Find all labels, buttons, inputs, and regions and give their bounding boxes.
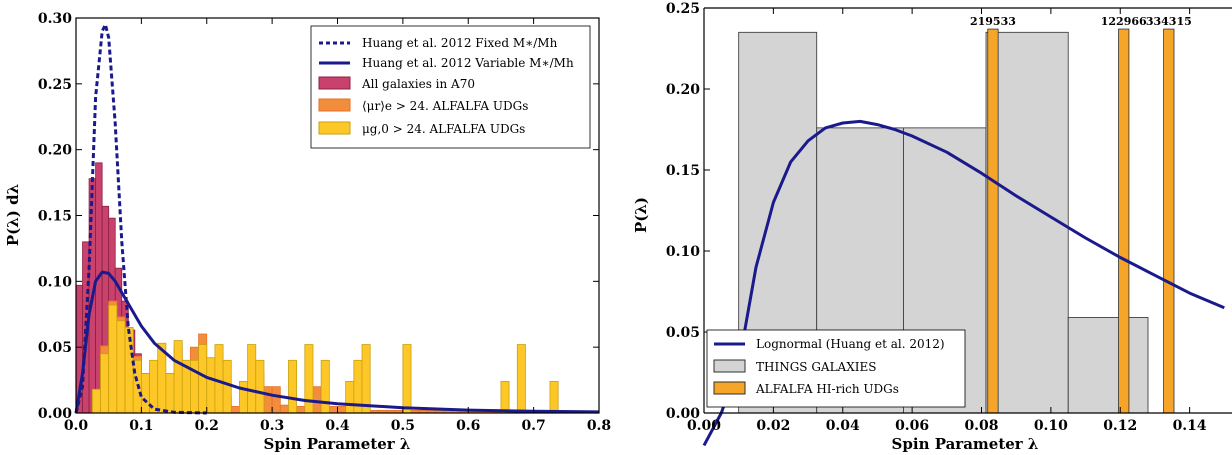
hist-bar-0-3-29 <box>328 406 338 414</box>
x-tick-label-0-2: 0.2 <box>195 418 219 434</box>
hist-bar-0-4-20 <box>255 359 265 414</box>
bar-label-1: 122966 <box>1101 15 1147 28</box>
legend-swatch-mur <box>318 98 351 112</box>
hist-bar-1-1-3 <box>985 31 1069 414</box>
y-tick-label-0-2: 0.10 <box>38 274 72 290</box>
legend-label-variable: Huang et al. 2012 Variable M∗/Mh <box>362 56 574 70</box>
hist-bar-1-2-1 <box>1118 28 1130 414</box>
legend-label-a70: All galaxies in A70 <box>361 77 475 91</box>
hist-bar-0-4-31 <box>345 380 355 414</box>
hist-bar-0-3-23 <box>279 404 289 414</box>
left-x-axis-label: Spin Parameter λ <box>264 435 411 453</box>
hist-bar-0-4-15 <box>214 344 224 414</box>
hist-bar-0-4-38 <box>402 344 412 414</box>
legend-swatch-mug <box>318 121 351 135</box>
hist-bar-0-4-6 <box>140 373 150 414</box>
bar-label-2: 334315 <box>1146 15 1192 28</box>
hist-bar-0-4-14 <box>206 357 216 414</box>
legend-label-fixed: Huang et al. 2012 Fixed M∗/Mh <box>362 36 558 50</box>
y-tick-label-1-0: 0.00 <box>666 406 700 422</box>
hist-bar-0-4-9 <box>165 373 175 414</box>
legend-label-lognormal: Lognormal (Huang et al. 2012) <box>756 337 945 351</box>
hist-bar-1-2-2 <box>1163 28 1175 414</box>
right-legend: Lognormal (Huang et al. 2012) THINGS GAL… <box>706 329 966 408</box>
hist-bar-0-4-19 <box>247 344 257 414</box>
legend-swatch-alfalfa <box>713 381 746 395</box>
y-tick-label-0-5: 0.25 <box>38 77 72 93</box>
hist-bar-0-3-21 <box>263 386 273 414</box>
x-tick-label-1-6: 0.12 <box>1103 418 1137 434</box>
legend-swatch-a70 <box>318 76 351 90</box>
hist-bar-0-3-27 <box>312 386 322 414</box>
hist-bar-0-3-22 <box>271 386 281 414</box>
x-tick-label-1-7: 0.14 <box>1173 418 1207 434</box>
x-tick-label-0-5: 0.5 <box>391 418 415 434</box>
hist-bar-0-4-10 <box>173 340 183 414</box>
hist-bar-0-4-0 <box>91 388 101 414</box>
series-line-0-1 <box>74 270 600 414</box>
y-tick-label-0-0: 0.00 <box>38 406 72 422</box>
x-tick-label-0-8: 0.8 <box>587 418 611 434</box>
hist-bar-0-4-28 <box>320 359 330 414</box>
hist-bar-0-4-18 <box>239 380 249 414</box>
x-tick-label-1-1: 0.02 <box>756 418 790 434</box>
hist-bar-0-4-56 <box>549 380 559 414</box>
hist-bar-0-3-30 <box>337 406 347 414</box>
hist-bar-0-4-13 <box>198 344 208 414</box>
hist-bar-0-3-25 <box>296 406 306 414</box>
hist-bar-0-4-52 <box>516 344 526 414</box>
bar-label-0: 219533 <box>970 15 1016 28</box>
hist-bar-0-4-3 <box>116 320 126 414</box>
hist-bar-0-4-16 <box>222 359 232 414</box>
series-line-0-0 <box>74 23 207 415</box>
x-tick-label-1-0: 0.00 <box>687 418 721 434</box>
y-tick-label-0-3: 0.15 <box>38 209 72 225</box>
x-tick-label-1-3: 0.06 <box>895 418 929 434</box>
x-tick-label-1-2: 0.04 <box>826 418 860 434</box>
left-legend: Huang et al. 2012 Fixed M∗/Mh Huang et a… <box>310 25 591 149</box>
x-tick-label-1-4: 0.08 <box>964 418 998 434</box>
x-tick-label-1-5: 0.10 <box>1034 418 1068 434</box>
hist-bar-0-4-50 <box>500 380 510 414</box>
hist-bar-0-3-17 <box>230 406 240 414</box>
hist-bar-1-2-0 <box>987 28 999 414</box>
hist-bar-1-1-4 <box>1067 317 1149 414</box>
x-tick-label-0-1: 0.1 <box>129 418 153 434</box>
x-tick-label-0-7: 0.7 <box>521 418 545 434</box>
y-tick-label-1-4: 0.20 <box>666 82 700 98</box>
x-tick-label-0-6: 0.6 <box>456 418 480 434</box>
y-tick-label-1-2: 0.10 <box>666 244 700 260</box>
legend-label-mur: ⟨μr⟩e > 24. ALFALFA UDGs <box>362 99 528 113</box>
y-tick-label-1-3: 0.15 <box>666 163 700 179</box>
hist-bar-0-4-2 <box>108 304 118 414</box>
x-tick-label-0-3: 0.3 <box>260 418 284 434</box>
legend-label-things: THINGS GALAXIES <box>756 360 876 374</box>
legend-label-mug: μg,0 > 24. ALFALFA UDGs <box>362 122 525 136</box>
y-tick-label-0-6: 0.30 <box>38 11 72 27</box>
legend-label-alfalfa: ALFALFA HI-rich UDGs <box>755 382 899 396</box>
legend-swatch-things <box>713 359 746 373</box>
right-y-axis-label: P(λ) <box>632 197 650 233</box>
right-chart-panel: 219533 122966 334315 0.00 0.02 0.04 0.06 0.08 0… <box>632 1 1232 453</box>
y-tick-label-1-1: 0.05 <box>666 325 700 341</box>
series-line-1-0 <box>702 119 1225 447</box>
y-tick-label-1-5: 0.25 <box>666 1 700 17</box>
x-tick-label-0-4: 0.4 <box>325 418 350 434</box>
right-x-axis-label: Spin Parameter λ <box>892 435 1039 453</box>
hist-bar-0-4-33 <box>361 344 371 414</box>
left-chart-panel: 0.0 0.1 0.2 0.3 0.4 0.5 0.6 0.7 0.8 0.00 0.05 0.10 0… <box>4 11 611 453</box>
hist-bar-0-4-1 <box>100 353 110 414</box>
hist-bar-0-4-26 <box>304 344 314 414</box>
y-tick-label-0-1: 0.05 <box>38 340 72 356</box>
x-tick-label-0-0: 0.0 <box>64 418 89 434</box>
y-tick-label-0-4: 0.20 <box>38 143 72 159</box>
left-y-axis-label: P(λ) dλ <box>4 184 22 246</box>
hist-bar-0-4-24 <box>288 359 298 414</box>
